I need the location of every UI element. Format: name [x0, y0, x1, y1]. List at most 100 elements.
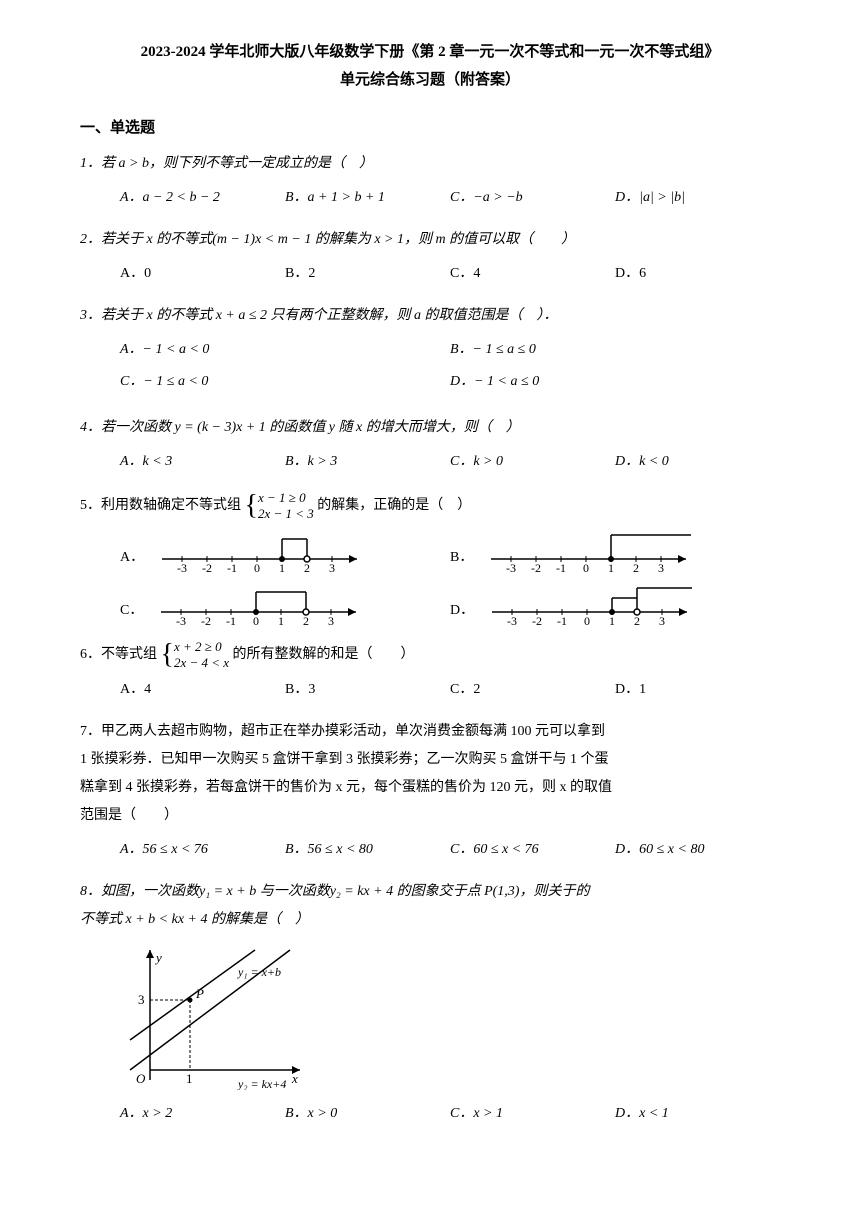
- svg-text:-3: -3: [176, 614, 186, 625]
- q5-prefix: 5．利用数轴确定不等式组: [80, 498, 241, 513]
- numberline-d: -3 -2 -1 0 1 2 3: [482, 580, 702, 625]
- q7-opt-a: A．56 ≤ x < 76: [120, 836, 285, 864]
- q6-system: { x + 2 ≥ 0 2x − 4 < x: [161, 639, 230, 670]
- q5-sys2: 2x − 1 < 3: [258, 506, 314, 522]
- q6-text: 6．不等式组 { x + 2 ≥ 0 2x − 4 < x 的所有整数解的和是（…: [80, 639, 780, 670]
- q3-opt-a: A．− 1 < a < 0: [120, 336, 450, 364]
- svg-text:-2: -2: [201, 614, 211, 625]
- page-title: 2023-2024 学年北师大版八年级数学下册《第 2 章一元一次不等式和一元一…: [80, 40, 780, 64]
- svg-text:3: 3: [659, 614, 665, 625]
- q6-opt-d: D．1: [615, 676, 780, 704]
- q8-opt-d: D．x < 1: [615, 1100, 780, 1128]
- svg-text:-3: -3: [506, 561, 516, 572]
- svg-text:1: 1: [278, 614, 284, 625]
- q3-text: 3．若关于 x 的不等式 x + a ≤ 2 只有两个正整数解，则 a 的取值范…: [80, 302, 780, 330]
- q5-opt-c-label: C．: [120, 597, 143, 625]
- svg-text:-2: -2: [532, 614, 542, 625]
- svg-text:1: 1: [186, 1071, 193, 1086]
- svg-text:-2: -2: [202, 561, 212, 572]
- q8-opt-a: A．x > 2: [120, 1100, 285, 1128]
- svg-text:0: 0: [253, 614, 259, 625]
- q4-opt-a: A．k < 3: [120, 448, 285, 476]
- q5-system: { x − 1 ≥ 0 2x − 1 < 3: [245, 490, 314, 521]
- svg-text:-3: -3: [507, 614, 517, 625]
- section-heading: 一、单选题: [80, 116, 780, 140]
- svg-text:-1: -1: [226, 614, 236, 625]
- q3-opt-c: C．− 1 ≤ a < 0: [120, 368, 450, 396]
- q1-opt-d: D．|a| > |b|: [615, 184, 780, 212]
- svg-text:-1: -1: [227, 561, 237, 572]
- question-6: 6．不等式组 { x + 2 ≥ 0 2x − 4 < x 的所有整数解的和是（…: [80, 639, 780, 704]
- svg-text:-1: -1: [556, 561, 566, 572]
- svg-text:x: x: [291, 1071, 298, 1086]
- svg-text:3: 3: [328, 614, 334, 625]
- q7-opt-c: C．60 ≤ x < 76: [450, 836, 615, 864]
- q5-sys1: x − 1 ≥ 0: [258, 490, 314, 506]
- q7-l2: 1 张摸彩券．已知甲一次购买 5 盒饼干拿到 3 张摸彩券；乙一次购买 5 盒饼…: [80, 746, 780, 774]
- q8-l2: 不等式 x + b < kx + 4 的解集是（ ）: [80, 912, 309, 927]
- q1-text: 1．若 a > b，则下列不等式一定成立的是（ ）: [80, 150, 780, 178]
- page-subtitle: 单元综合练习题（附答案）: [80, 68, 780, 92]
- svg-text:2: 2: [633, 561, 639, 572]
- q4-opt-b: B．k > 3: [285, 448, 450, 476]
- q2-text: 2．若关于 x 的不等式(m − 1)x < m − 1 的解集为 x > 1，…: [80, 226, 780, 254]
- q7-opt-b: B．56 ≤ x < 80: [285, 836, 450, 864]
- q8-opt-c: C．x > 1: [450, 1100, 615, 1128]
- svg-text:0: 0: [583, 561, 589, 572]
- svg-text:3: 3: [658, 561, 664, 572]
- numberline-b: -3 -2 -1 0 1 2 3: [481, 527, 701, 572]
- q7-l1: 7．甲乙两人去超市购物，超市正在举办摸彩活动，单次消费金额每满 100 元可以拿…: [80, 718, 780, 746]
- svg-text:0: 0: [254, 561, 260, 572]
- q6-prefix: 6．不等式组: [80, 647, 157, 662]
- svg-text:1: 1: [609, 614, 615, 625]
- question-8: 8．如图，一次函数y₁ = x + b 与一次函数y₂ = kx + 4 的图象…: [80, 878, 780, 1128]
- q2-opt-d: D．6: [615, 260, 780, 288]
- q6-suffix: 的所有整数解的和是（ ）: [233, 647, 415, 662]
- question-7: 7．甲乙两人去超市购物，超市正在举办摸彩活动，单次消费金额每满 100 元可以拿…: [80, 718, 780, 864]
- q6-opt-b: B．3: [285, 676, 450, 704]
- q2-opt-a: A．0: [120, 260, 285, 288]
- q6-sys2: 2x − 4 < x: [174, 655, 229, 671]
- numberline-c: -3 -2 -1 0 1 2 3: [151, 580, 371, 625]
- numberline-a: -3 -2 -1 0 1 2 3: [152, 527, 372, 572]
- svg-text:y: y: [154, 950, 162, 965]
- q8-graph: y x O 3 1 P y₁ = x+b y₂ = kx+4: [120, 940, 310, 1090]
- q7-l4: 范围是（ ）: [80, 802, 780, 830]
- svg-text:3: 3: [329, 561, 335, 572]
- q5-suffix: 的解集，正确的是（ ）: [317, 498, 471, 513]
- svg-text:P: P: [195, 986, 204, 1001]
- q2-opt-b: B．2: [285, 260, 450, 288]
- q5-opt-a-label: A．: [120, 544, 144, 572]
- q8-l1: 8．如图，一次函数y₁ = x + b 与一次函数y₂ = kx + 4 的图象…: [80, 884, 589, 899]
- q4-opt-d: D．k < 0: [615, 448, 780, 476]
- svg-text:y₂ = kx+4: y₂ = kx+4: [237, 1077, 286, 1090]
- q4-opt-c: C．k > 0: [450, 448, 615, 476]
- svg-text:O: O: [136, 1071, 146, 1086]
- svg-text:-2: -2: [531, 561, 541, 572]
- svg-text:y₁ = x+b: y₁ = x+b: [237, 965, 281, 979]
- q3-opt-d: D．− 1 < a ≤ 0: [450, 368, 780, 396]
- question-3: 3．若关于 x 的不等式 x + a ≤ 2 只有两个正整数解，则 a 的取值范…: [80, 302, 780, 400]
- q1-opt-c: C．−a > −b: [450, 184, 615, 212]
- q7-text: 7．甲乙两人去超市购物，超市正在举办摸彩活动，单次消费金额每满 100 元可以拿…: [80, 718, 780, 830]
- question-5: 5．利用数轴确定不等式组 { x − 1 ≥ 0 2x − 1 < 3 的解集，…: [80, 490, 780, 625]
- question-2: 2．若关于 x 的不等式(m − 1)x < m − 1 的解集为 x > 1，…: [80, 226, 780, 288]
- q2-opt-c: C．4: [450, 260, 615, 288]
- question-4: 4．若一次函数 y = (k − 3)x + 1 的函数值 y 随 x 的增大而…: [80, 414, 780, 476]
- q3-opt-b: B．− 1 ≤ a ≤ 0: [450, 336, 780, 364]
- q6-opt-a: A．4: [120, 676, 285, 704]
- q5-opt-b-label: B．: [450, 544, 473, 572]
- svg-text:1: 1: [279, 561, 285, 572]
- q8-text: 8．如图，一次函数y₁ = x + b 与一次函数y₂ = kx + 4 的图象…: [80, 878, 780, 934]
- q1-opt-b: B．a + 1 > b + 1: [285, 184, 450, 212]
- svg-text:1: 1: [608, 561, 614, 572]
- svg-text:-1: -1: [557, 614, 567, 625]
- svg-text:3: 3: [138, 992, 145, 1007]
- q4-text: 4．若一次函数 y = (k − 3)x + 1 的函数值 y 随 x 的增大而…: [80, 414, 780, 442]
- svg-text:0: 0: [584, 614, 590, 625]
- q7-l3: 糕拿到 4 张摸彩券，若每盒饼干的售价为 x 元，每个蛋糕的售价为 120 元，…: [80, 774, 780, 802]
- q8-opt-b: B．x > 0: [285, 1100, 450, 1128]
- q7-opt-d: D．60 ≤ x < 80: [615, 836, 780, 864]
- q5-opt-d-label: D．: [450, 597, 474, 625]
- svg-text:-3: -3: [177, 561, 187, 572]
